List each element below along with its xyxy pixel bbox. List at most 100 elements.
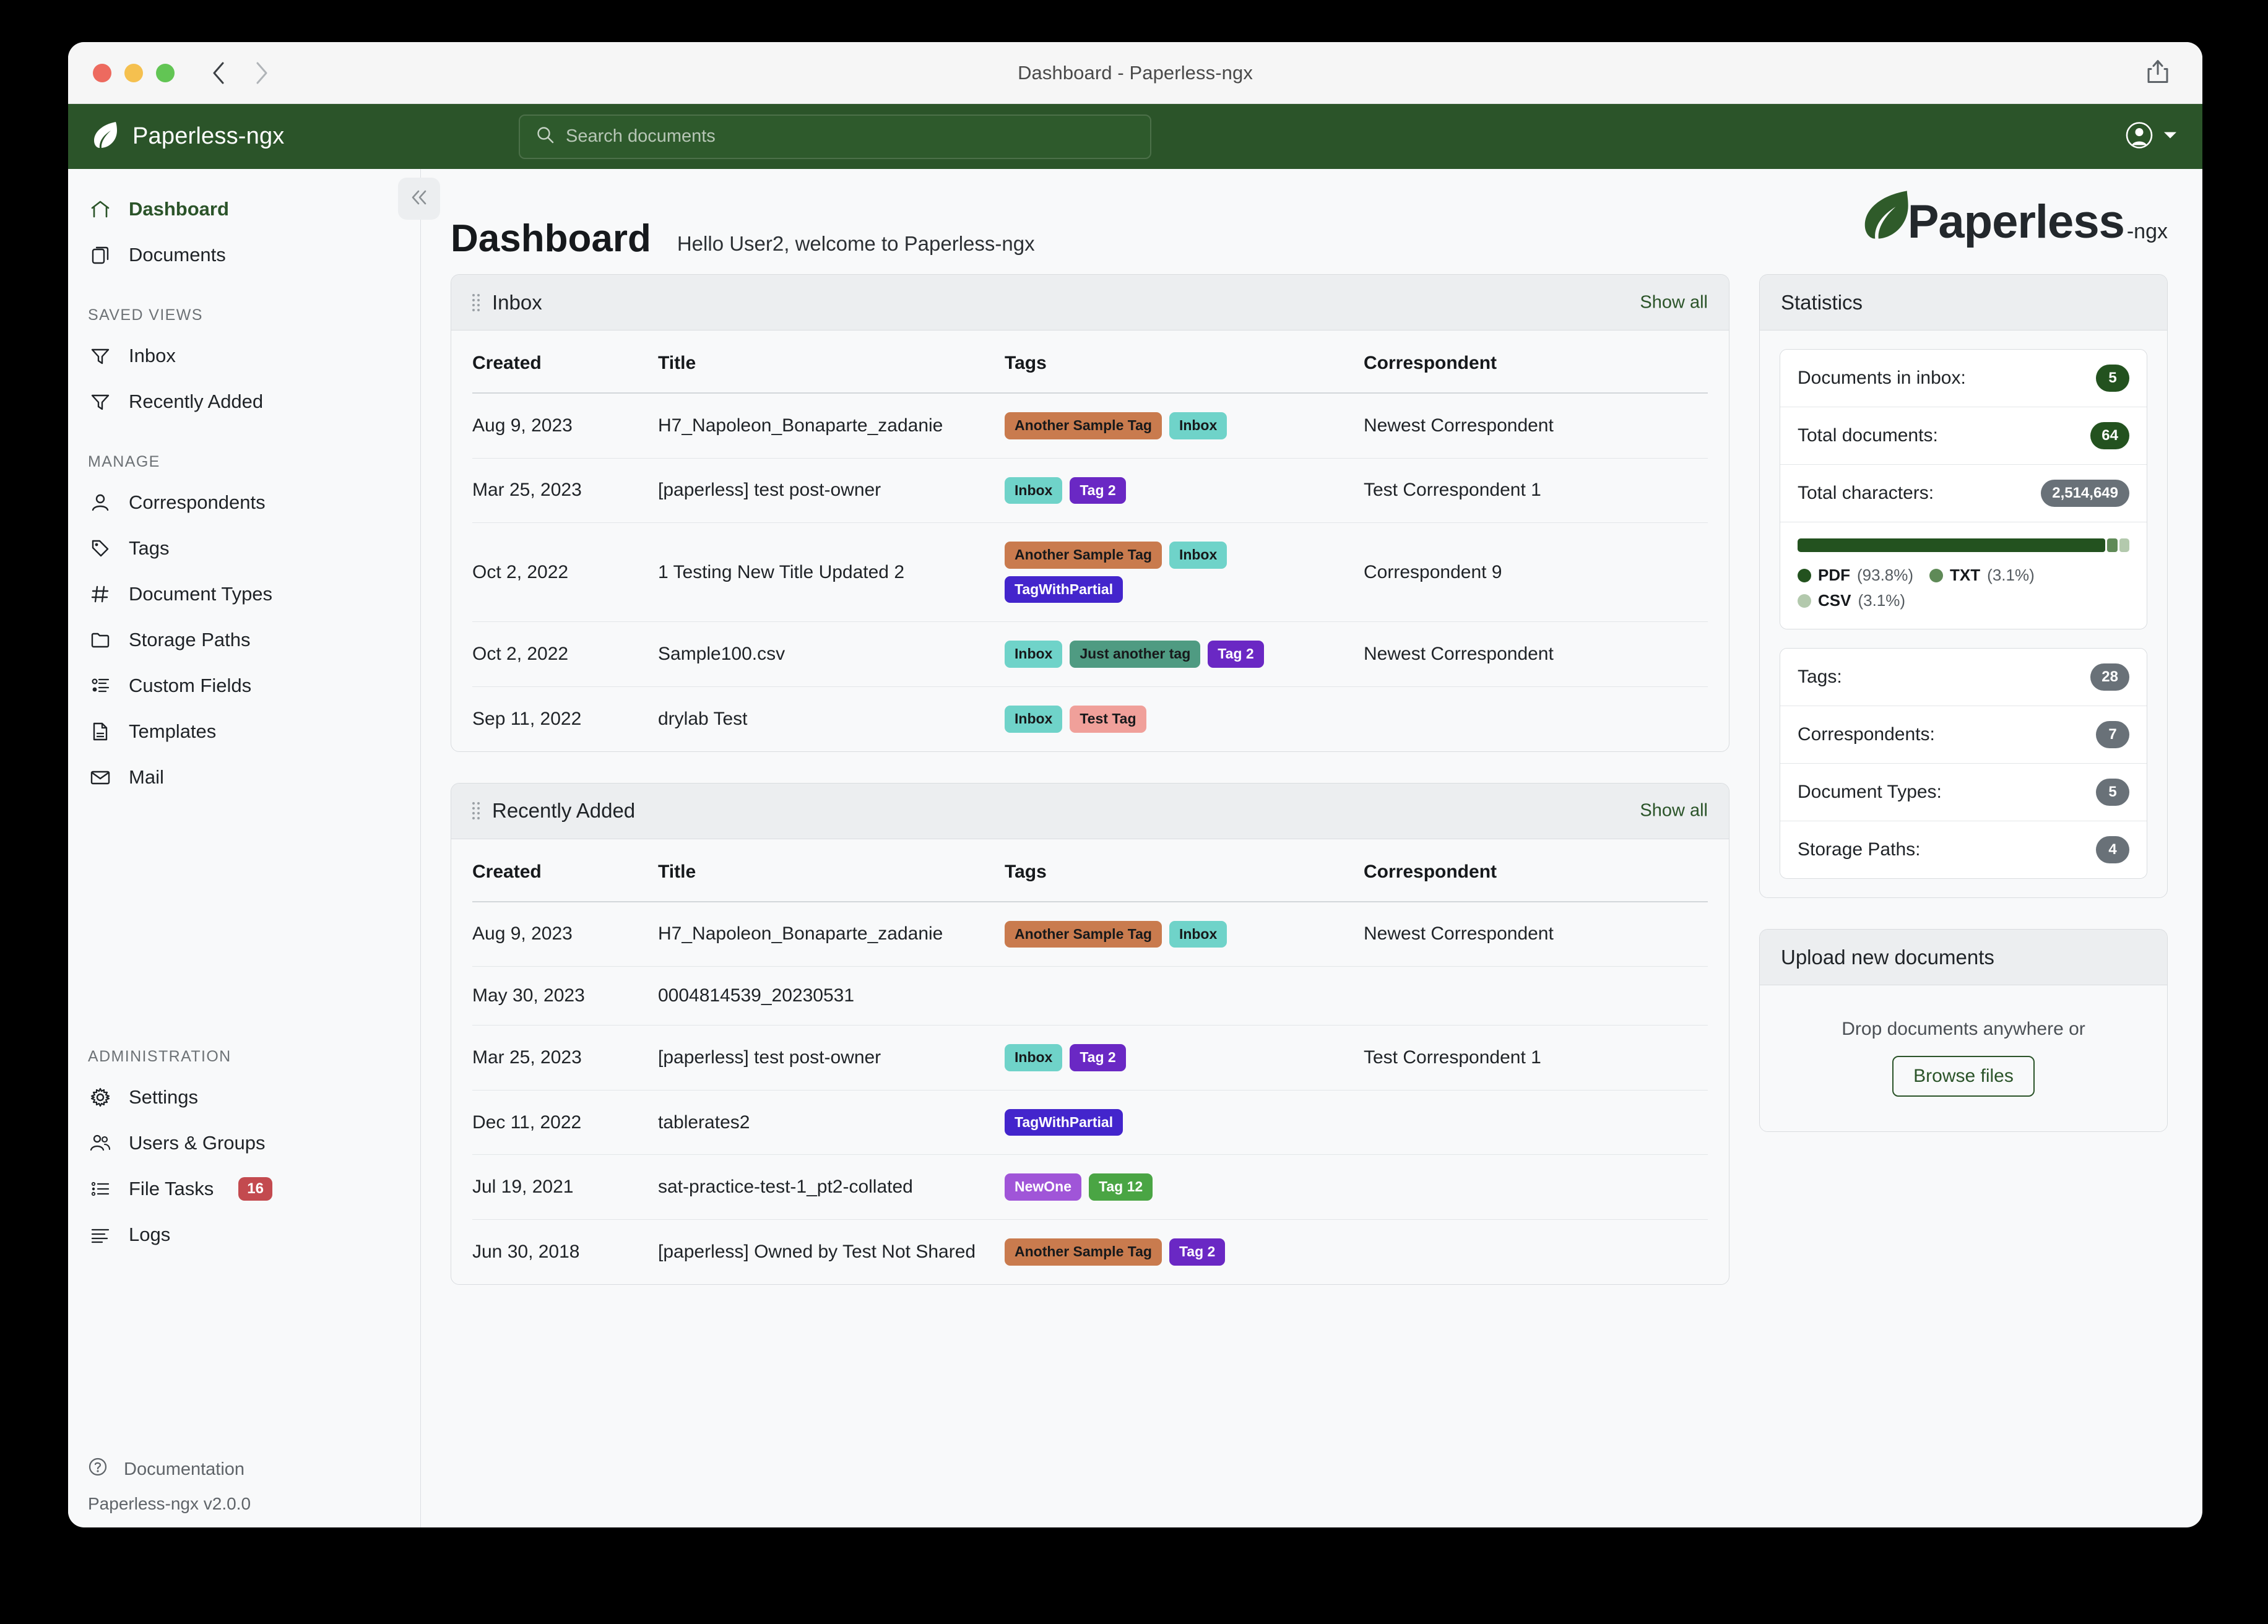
cell-title[interactable]: [paperless] test post-owner — [658, 458, 1005, 524]
table-row[interactable]: Oct 2, 2022 Sample100.csv Inbox Just anothe… — [472, 621, 1708, 687]
sidebar-item-settings[interactable]: Settings — [68, 1074, 420, 1120]
tag-chip[interactable]: Another Sample Tag — [1005, 542, 1162, 569]
column-header-created[interactable]: Created — [472, 839, 658, 902]
user-menu[interactable] — [2126, 121, 2178, 152]
tag-chip[interactable]: Tag 2 — [1208, 641, 1264, 668]
tag-chip[interactable]: Tag 2 — [1169, 1238, 1226, 1266]
sidebar-item-mail[interactable]: Mail — [68, 754, 420, 800]
sidebar-item-document-types[interactable]: Document Types — [68, 571, 420, 617]
browse-files-button[interactable]: Browse files — [1892, 1056, 2035, 1097]
window-traffic-lights[interactable] — [93, 63, 175, 82]
column-header-title[interactable]: Title — [658, 839, 1005, 902]
funnel-icon — [88, 345, 113, 366]
tag-chip[interactable]: TagWithPartial — [1005, 1108, 1123, 1136]
tag-chip[interactable]: Inbox — [1005, 641, 1063, 668]
tag-chip[interactable]: Inbox — [1169, 920, 1227, 948]
tag-chip[interactable]: Another Sample Tag — [1005, 412, 1162, 439]
drag-handle-icon[interactable] — [472, 293, 480, 311]
column-header-tags[interactable]: Tags — [1005, 330, 1364, 394]
upload-dropzone[interactable]: Drop documents anywhere or Browse files — [1760, 985, 2167, 1131]
search-input[interactable] — [566, 126, 1134, 147]
minimize-window-button[interactable] — [124, 63, 143, 82]
tag-chip[interactable]: Tag 2 — [1070, 1044, 1126, 1071]
cell-title[interactable]: [paperless] Owned by Test Not Shared — [658, 1241, 976, 1262]
forward-icon[interactable] — [254, 61, 270, 85]
cell-title[interactable]: sat-practice-test-1_pt2-collated — [658, 1154, 1005, 1220]
cell-correspondent[interactable] — [1364, 966, 1708, 1026]
cell-correspondent[interactable] — [1364, 1154, 1708, 1220]
tag-chip[interactable]: Inbox — [1169, 412, 1227, 439]
cell-title[interactable]: 1 Testing New Title Updated 2 — [658, 522, 1005, 623]
cell-title[interactable]: drylab Test — [658, 708, 748, 729]
column-header-title[interactable]: Title — [658, 330, 1005, 394]
tag-chip[interactable]: Another Sample Tag — [1005, 920, 1162, 948]
cell-title[interactable]: [paperless] test post-owner — [658, 1025, 1005, 1091]
cell-correspondent[interactable]: Newest Correspondent — [1364, 393, 1708, 459]
column-header-correspondent[interactable]: Correspondent — [1364, 330, 1708, 394]
tag-chip[interactable]: Inbox — [1169, 542, 1227, 569]
column-header-correspondent[interactable]: Correspondent — [1364, 839, 1708, 902]
tag-chip[interactable]: Inbox — [1005, 1044, 1063, 1071]
table-row[interactable]: Oct 2, 2022 1 Testing New Title Updated 2… — [472, 522, 1708, 623]
tag-chip[interactable]: Test Tag — [1070, 705, 1146, 733]
table-row[interactable]: Dec 11, 2022 tablerates2 TagWithPartial — [472, 1090, 1708, 1155]
table-row[interactable]: Jul 19, 2021 sat-practice-test-1_pt2-coll… — [472, 1154, 1708, 1220]
inbox-show-all-link[interactable]: Show all — [1640, 292, 1708, 312]
sidebar-item-documents[interactable]: Documents — [68, 232, 420, 278]
tag-chip[interactable]: Just another tag — [1070, 641, 1201, 668]
share-icon[interactable] — [2145, 58, 2170, 87]
sidebar-item-custom-fields[interactable]: Custom Fields — [68, 663, 420, 709]
sidebar-item-inbox[interactable]: Inbox — [68, 333, 420, 379]
sidebar-item-documentation[interactable]: Documentation — [68, 1449, 420, 1489]
cell-correspondent[interactable]: Correspondent 9 — [1364, 522, 1708, 623]
sidebar-item-dashboard[interactable]: Dashboard — [68, 186, 420, 232]
cell-title[interactable]: Sample100.csv — [658, 621, 1005, 687]
recently-added-show-all-link[interactable]: Show all — [1640, 800, 1708, 821]
sidebar-item-recently-added[interactable]: Recently Added — [68, 379, 420, 425]
sidebar-collapse-button[interactable] — [398, 178, 440, 220]
table-row[interactable]: Sep 11, 2022 drylab Test Inbox Test Tag — [472, 686, 1708, 751]
maximize-window-button[interactable] — [156, 63, 175, 82]
sidebar-item-storage-paths[interactable]: Storage Paths — [68, 617, 420, 663]
sidebar-item-users-groups[interactable]: Users & Groups — [68, 1120, 420, 1166]
browser-nav[interactable] — [210, 61, 270, 85]
cell-title[interactable]: H7_Napoleon_Bonaparte_zadanie — [658, 901, 1005, 967]
cell-correspondent[interactable]: Test Correspondent 1 — [1364, 1025, 1708, 1091]
cell-correspondent[interactable] — [1364, 1219, 1708, 1284]
table-row[interactable]: Mar 25, 2023 [paperless] test post-owner I… — [472, 458, 1708, 524]
tag-chip[interactable]: TagWithPartial — [1005, 576, 1123, 603]
cell-title[interactable]: H7_Napoleon_Bonaparte_zadanie — [658, 393, 1005, 459]
table-row[interactable]: Jun 30, 2018 [paperless] Owned by Test No… — [472, 1219, 1708, 1284]
cell-correspondent[interactable]: Newest Correspondent — [1364, 901, 1708, 967]
tag-chip[interactable]: Another Sample Tag — [1005, 1238, 1162, 1266]
sidebar-item-logs[interactable]: Logs — [68, 1212, 420, 1258]
user-circle-icon[interactable] — [2126, 121, 2153, 152]
column-header-tags[interactable]: Tags — [1005, 839, 1364, 902]
column-header-created[interactable]: Created — [472, 330, 658, 394]
back-icon[interactable] — [210, 61, 227, 85]
sidebar-item-templates[interactable]: Templates — [68, 709, 420, 754]
caret-down-icon[interactable] — [2163, 130, 2178, 143]
tag-chip[interactable]: NewOne — [1005, 1173, 1082, 1201]
cell-correspondent[interactable]: Newest Correspondent — [1364, 621, 1708, 687]
drag-handle-icon[interactable] — [472, 802, 480, 820]
sidebar-item-file-tasks[interactable]: File Tasks 16 — [68, 1166, 420, 1212]
cell-correspondent[interactable] — [1364, 1090, 1708, 1155]
cell-correspondent[interactable]: Test Correspondent 1 — [1364, 458, 1708, 524]
close-window-button[interactable] — [93, 63, 111, 82]
cell-title[interactable]: tablerates2 — [658, 1090, 1005, 1155]
search-box[interactable] — [519, 114, 1151, 159]
sidebar-item-correspondents[interactable]: Correspondents — [68, 480, 420, 525]
table-row[interactable]: Aug 9, 2023 H7_Napoleon_Bonaparte_zadanie… — [472, 393, 1708, 459]
table-row[interactable]: Mar 25, 2023 [paperless] test post-owner I… — [472, 1025, 1708, 1091]
brand[interactable]: Paperless-ngx — [90, 119, 285, 153]
tag-chip[interactable]: Inbox — [1005, 705, 1063, 733]
tag-chip[interactable]: Inbox — [1005, 477, 1063, 504]
table-row[interactable]: Aug 9, 2023 H7_Napoleon_Bonaparte_zadanie… — [472, 901, 1708, 967]
cell-correspondent[interactable] — [1364, 686, 1708, 751]
table-row[interactable]: May 30, 2023 0004814539_20230531 — [472, 966, 1708, 1026]
tag-chip[interactable]: Tag 2 — [1070, 477, 1126, 504]
tag-chip[interactable]: Tag 12 — [1089, 1173, 1153, 1201]
cell-title[interactable]: 0004814539_20230531 — [658, 966, 1005, 1026]
sidebar-item-tags[interactable]: Tags — [68, 525, 420, 571]
